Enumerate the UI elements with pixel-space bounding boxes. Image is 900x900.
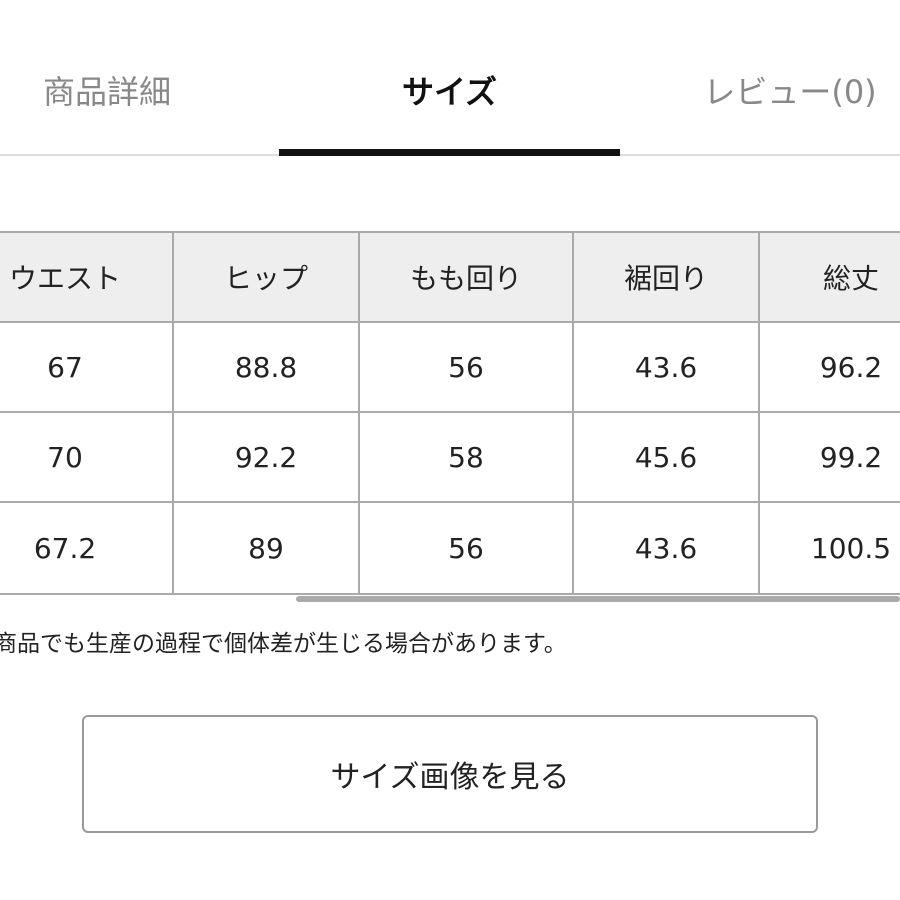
header-cell: 裾回り xyxy=(572,231,760,323)
header-cell: ウエスト xyxy=(0,231,174,323)
header-cell: ヒップ xyxy=(172,231,360,323)
table-cell: 56 xyxy=(358,321,574,413)
table-cell: 43.6 xyxy=(572,321,760,413)
table-cell: 100.5 xyxy=(758,501,900,595)
table-cell: 67 xyxy=(0,321,174,413)
active-tab-indicator xyxy=(279,149,620,156)
tab[interactable]: 商品詳細 xyxy=(42,73,171,111)
table-cell: 45.6 xyxy=(572,411,760,503)
header-cell: もも回り xyxy=(358,231,574,323)
table-cell: 56 xyxy=(358,501,574,595)
scrollbar xyxy=(296,596,900,602)
table-cell: 58 xyxy=(358,411,574,503)
table-cell: 99.2 xyxy=(758,411,900,503)
table-cell: 67.2 xyxy=(0,501,174,595)
table-cell: 43.6 xyxy=(572,501,760,595)
header-cell: 総丈 xyxy=(758,231,900,323)
note-text: 商品でも生産の過程で個体差が生じる場合があります。 xyxy=(0,631,567,657)
table-cell: 96.2 xyxy=(758,321,900,413)
table-cell: 88.8 xyxy=(172,321,360,413)
table-cell: 92.2 xyxy=(172,411,360,503)
tab[interactable]: レビュー(0) xyxy=(703,73,877,111)
table-cell: 70 xyxy=(0,411,174,503)
tab[interactable]: サイズ xyxy=(401,73,498,111)
table-cell: 89 xyxy=(172,501,360,595)
size-image-button[interactable]: サイズ画像を見る xyxy=(82,715,818,833)
